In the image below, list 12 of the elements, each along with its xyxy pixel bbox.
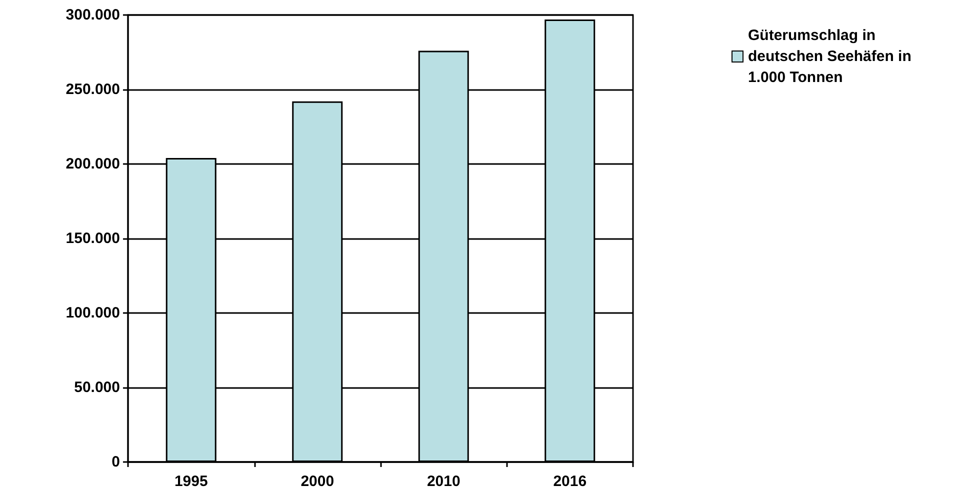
y-tick-label: 50.000 <box>74 379 120 396</box>
y-tick-label: 200.000 <box>66 156 120 172</box>
x-tick-label: 2000 <box>300 473 334 490</box>
y-tick-label: 150.000 <box>66 230 120 247</box>
legend-label: Güterumschlag in deutschen Seehäfen in 1.000 Tonnen <box>748 27 916 86</box>
y-tick-label: 100.000 <box>66 304 120 322</box>
x-tick-label: 2016 <box>553 473 587 490</box>
x-tick-label: 2010 <box>426 473 460 490</box>
y-tick-label: 300.000 <box>66 6 120 24</box>
y-tick-label: 250.000 <box>66 81 120 98</box>
y-tick-label: 0 <box>112 454 120 470</box>
x-tick-label: 1995 <box>174 473 208 490</box>
